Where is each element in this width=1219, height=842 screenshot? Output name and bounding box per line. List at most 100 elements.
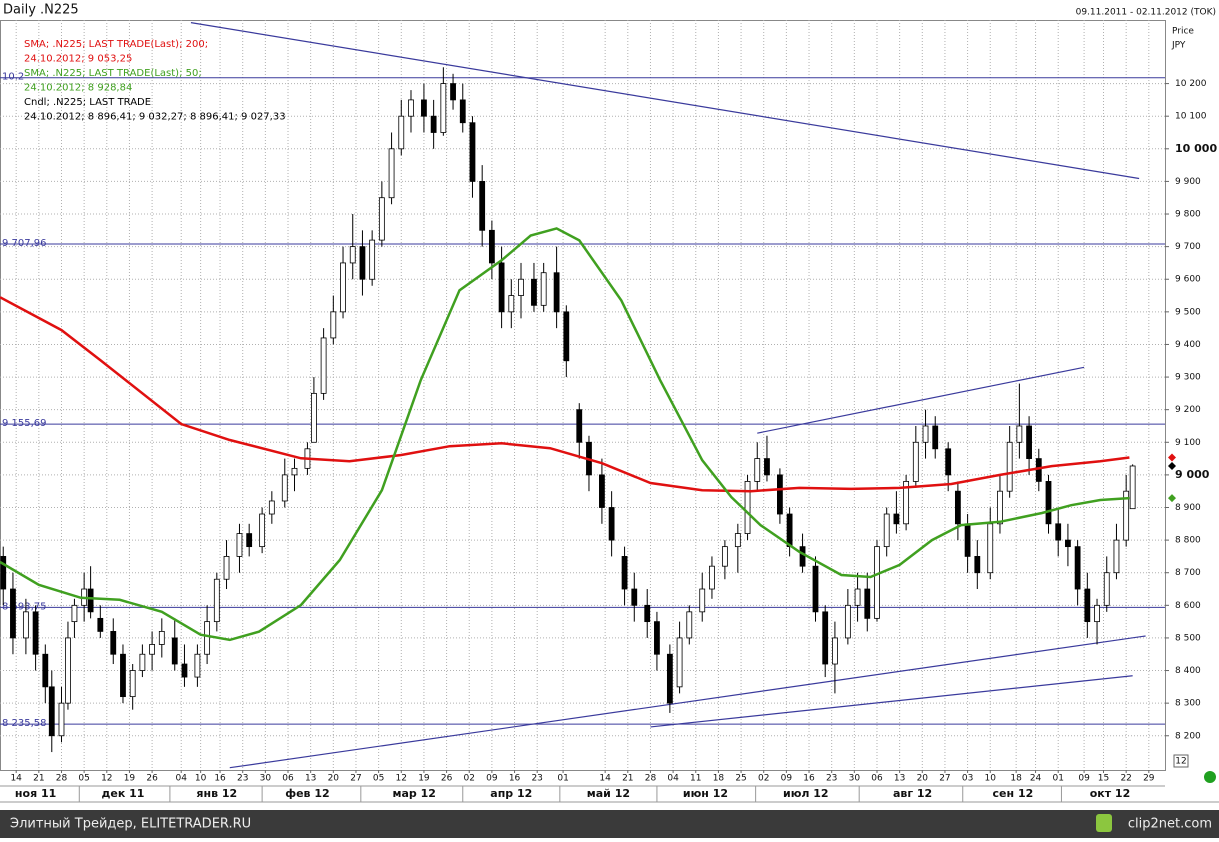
candle-body [246, 533, 253, 548]
y-tick-label: 8 200 [1175, 731, 1201, 741]
x-tick-label: 09 [486, 774, 498, 784]
month-label: июн 12 [683, 787, 728, 800]
candle-body [945, 448, 952, 476]
candle-body [812, 565, 819, 613]
trend-line [229, 635, 1146, 769]
x-tick-label: 26 [146, 774, 158, 784]
x-tick-label: 09 [1078, 774, 1090, 784]
month-label: янв 12 [196, 787, 237, 800]
candle-body [498, 262, 505, 313]
candle-body [1026, 425, 1032, 459]
x-tick-label: 10 [195, 774, 207, 784]
x-tick-label: 04 [175, 774, 187, 784]
candle-body [1035, 458, 1042, 482]
candle-body [479, 181, 486, 231]
month-label: сен 12 [993, 787, 1034, 800]
x-tick-label: 30 [849, 774, 861, 784]
candle-body [469, 122, 476, 182]
candle-body [777, 474, 783, 515]
date-range: 09.11.2011 - 02.11.2012 (TOK) [1076, 8, 1216, 18]
footer-left: Элитный Трейдер, ELITETRADER.RU [10, 817, 251, 832]
legend-entry: 24.10.2012; 8 928,84 [24, 83, 132, 94]
candle-body [311, 392, 317, 443]
x-tick-label: 22 [1120, 774, 1131, 784]
x-tick-label: 20 [917, 774, 929, 784]
candle-body [734, 533, 741, 548]
candle-body [10, 588, 16, 639]
y-tick-label: 9 800 [1175, 210, 1201, 220]
x-tick-label: 25 [735, 774, 746, 784]
page-badge [1173, 754, 1189, 768]
candle-body [832, 637, 838, 665]
candle-body [576, 409, 583, 443]
candle-body [340, 262, 346, 313]
x-tick-label: 06 [282, 774, 294, 784]
candle-body [236, 533, 243, 557]
month-label: май 12 [587, 787, 630, 800]
x-tick-label: 27 [350, 774, 361, 784]
candle-body [1084, 588, 1091, 623]
y-tick-label: 8 500 [1175, 633, 1201, 643]
candle-body [922, 425, 929, 443]
candle-body [932, 425, 939, 450]
candle-body [488, 229, 495, 264]
logo-icon [1096, 814, 1112, 832]
candle-body [644, 604, 651, 623]
candle-body [268, 500, 275, 515]
footer-right: clip2net.com [1128, 817, 1212, 832]
x-tick-label: 05 [373, 774, 384, 784]
candle-body [1016, 425, 1023, 443]
candle-body [1129, 465, 1136, 510]
candle-body [430, 115, 437, 133]
x-tick-label: 02 [464, 774, 475, 784]
plot-frame [0, 20, 1166, 771]
candle-body [631, 588, 638, 606]
candle-body [754, 458, 761, 482]
candle-body [22, 611, 29, 639]
month-label: фев 12 [285, 787, 329, 800]
candle-body [450, 83, 456, 101]
x-tick-label: 14 [599, 774, 611, 784]
candle-body [349, 246, 356, 264]
candle-body [158, 631, 165, 645]
candle-body [259, 513, 266, 548]
x-tick-label: 23 [531, 774, 542, 784]
level-label: 9 155,69 [2, 418, 47, 429]
candle-body [1006, 441, 1013, 492]
candle-body [874, 546, 880, 619]
candle-body [110, 631, 117, 655]
candle-body [744, 481, 751, 534]
candle-body [531, 278, 537, 306]
x-tick-label: 06 [871, 774, 883, 784]
candle-body [912, 441, 919, 482]
candle-body [48, 686, 55, 737]
y-tick-label: 9 200 [1175, 405, 1201, 415]
candle-body [954, 490, 961, 525]
candle-body [654, 621, 660, 655]
candle-body [408, 99, 414, 117]
month-label: окт 12 [1090, 787, 1131, 800]
last-value-marker [1168, 453, 1176, 462]
trend-line [757, 366, 1085, 434]
x-tick-label: 13 [894, 774, 905, 784]
candle-body [194, 653, 201, 678]
candle-body [964, 523, 971, 557]
candle-body [676, 637, 683, 688]
candle-body [1094, 604, 1100, 623]
x-tick-label: 19 [418, 774, 430, 784]
x-tick-label: 02 [758, 774, 769, 784]
candle-body [421, 99, 427, 117]
candle-body [0, 556, 7, 590]
candle-body [666, 653, 673, 704]
last-value-marker [1168, 494, 1176, 503]
candle-body [764, 458, 770, 476]
y-tick-label: 8 900 [1175, 503, 1201, 513]
candle-body [903, 481, 910, 525]
level-label: 8 593,75 [2, 601, 47, 612]
candle-body [32, 611, 39, 655]
y-tick-label: 9 400 [1175, 340, 1201, 350]
candle-body [864, 588, 871, 619]
candle-body [320, 337, 327, 394]
